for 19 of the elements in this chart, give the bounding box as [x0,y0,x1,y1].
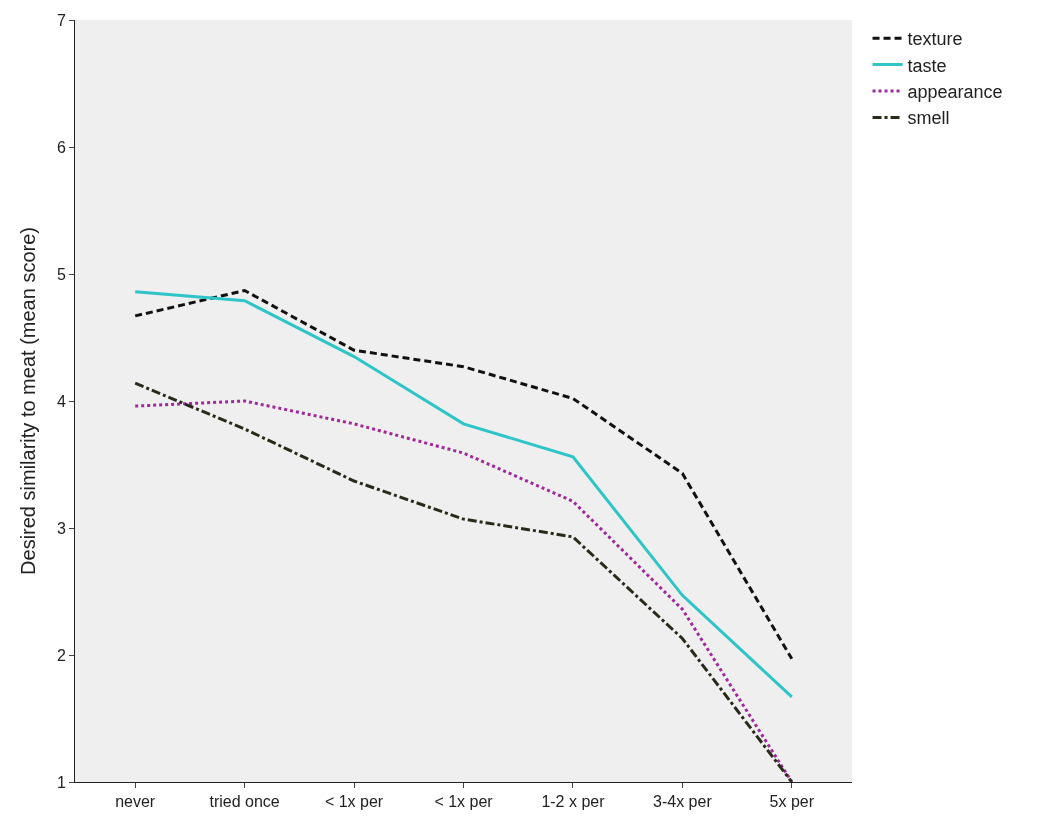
y-axis-title: Desired similarity to meat (mean score) [17,227,40,575]
legend-label: smell [907,108,950,129]
y-tick-label: 3 [56,519,66,537]
x-tick-label: 3-4x per [653,793,713,811]
x-tick-label: tried once [209,793,280,811]
y-tick-label: 4 [56,392,66,410]
x-tick-label: 5x per [769,793,815,811]
y-tick-label: 6 [56,138,66,156]
y-tick-label: 1 [56,773,66,791]
x-tick-label: 1-2 x per [541,793,606,811]
x-tick-label: < 1x per [324,793,384,811]
y-tick-label: 5 [56,265,66,283]
y-tick-label: 7 [56,11,66,29]
x-tick-label: < 1x per [434,793,494,811]
legend-label: appearance [907,82,1003,103]
x-tick-label: never [115,793,156,811]
legend-label: texture [907,29,963,50]
legend-label: taste [907,55,947,76]
y-tick-label: 2 [56,646,66,664]
